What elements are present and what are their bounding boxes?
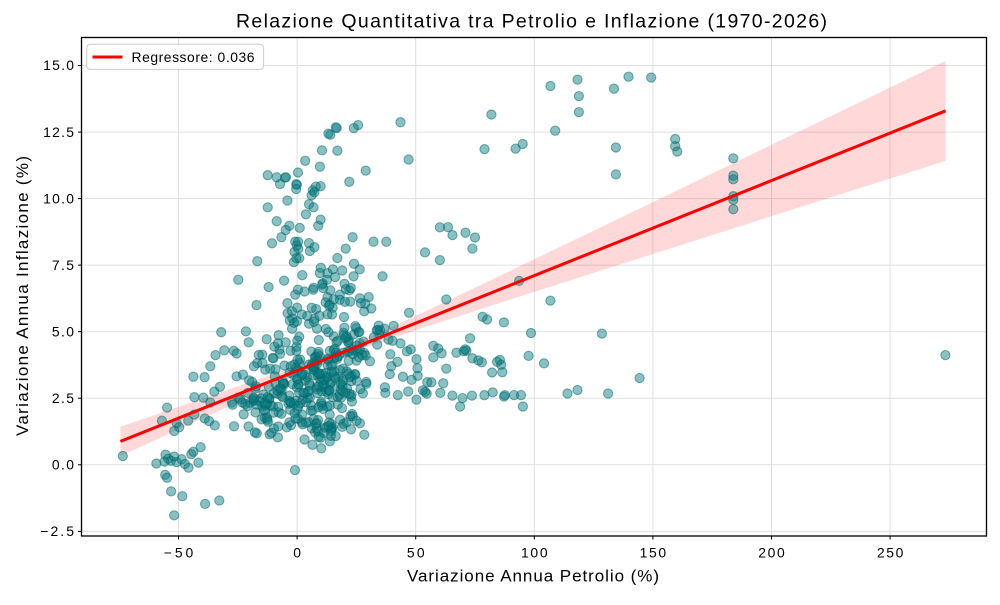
svg-text:Variazione Annua Inflazione (%: Variazione Annua Inflazione (%) [13,156,32,436]
svg-text:Regressore: 0.036: Regressore: 0.036 [132,49,255,65]
svg-text:5.0: 5.0 [52,323,74,339]
svg-text:250: 250 [877,545,904,561]
svg-text:7.5: 7.5 [52,257,74,273]
svg-text:Relazione Quantitativa tra Pet: Relazione Quantitativa tra Petrolio e In… [236,11,827,33]
svg-text:0: 0 [293,545,301,561]
svg-text:12.5: 12.5 [43,124,74,140]
svg-text:Variazione Annua Petrolio (%): Variazione Annua Petrolio (%) [407,567,659,586]
svg-text:0.0: 0.0 [52,457,74,473]
svg-text:2.5: 2.5 [52,390,74,406]
svg-text:200: 200 [758,545,785,561]
svg-text:10.0: 10.0 [43,190,74,206]
svg-text:−50: −50 [164,545,194,561]
svg-text:150: 150 [640,545,667,561]
svg-text:100: 100 [521,545,548,561]
svg-text:15.0: 15.0 [43,57,74,73]
svg-text:−2.5: −2.5 [40,523,74,539]
svg-text:50: 50 [407,545,425,561]
